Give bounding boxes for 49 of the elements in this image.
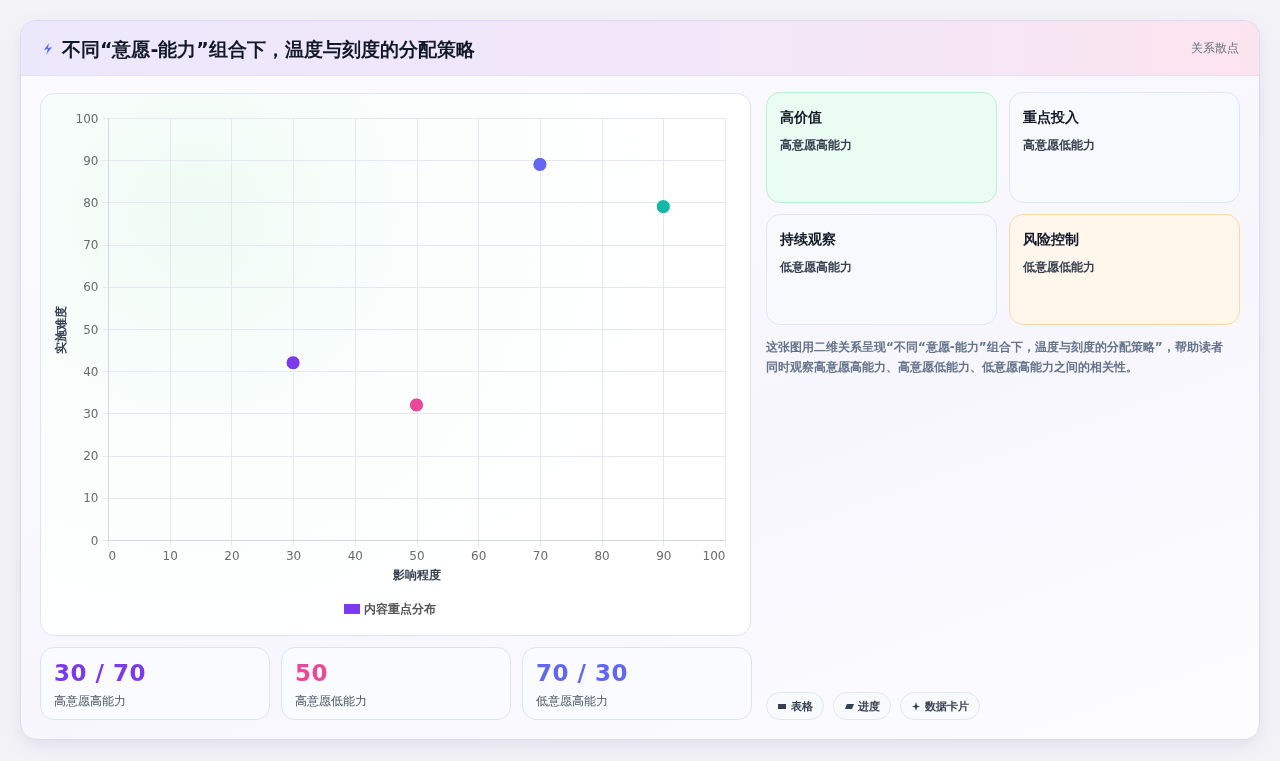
- point: [532, 156, 548, 172]
- y-tick-label: 10: [83, 491, 99, 506]
- text: 高价值: [780, 109, 822, 127]
- text: 风险控制: [1023, 231, 1079, 249]
- x-tick-label: 20: [224, 548, 240, 563]
- y-tick-label: 80: [83, 195, 99, 210]
- text: 数据卡片: [925, 698, 969, 714]
- x-tick-label: 80: [594, 548, 610, 563]
- x-tick-label: 0: [108, 548, 117, 563]
- y-tick-label: 30: [83, 406, 99, 421]
- x-tick-label: 50: [409, 548, 425, 563]
- x-tick-label: 40: [347, 548, 363, 563]
- text: 高意愿高能力: [54, 693, 126, 710]
- y-tick-label: 100: [75, 111, 99, 126]
- y-tick-label: 40: [83, 364, 99, 379]
- y-tick-label: 90: [83, 153, 99, 168]
- text: 持续观察: [780, 231, 836, 249]
- y-tick-label: 60: [83, 280, 99, 295]
- x-tick-label: 70: [532, 548, 549, 563]
- text: 重点投入: [1023, 109, 1079, 127]
- text: 低意愿低能力: [1023, 259, 1095, 276]
- x-tick-label: 10: [162, 548, 178, 563]
- text: 关系散点: [1191, 40, 1239, 56]
- point: [655, 199, 671, 215]
- y-tick-label: 70: [83, 238, 99, 253]
- y-tick-label: 20: [83, 449, 99, 464]
- text: 低意愿高能力: [536, 693, 608, 710]
- text: 表格: [791, 698, 813, 714]
- y-tick-label: 50: [83, 322, 99, 337]
- text: 高意愿低能力: [295, 693, 367, 710]
- point: [408, 397, 425, 413]
- text: 进度: [858, 698, 880, 714]
- x-axis-title: 影响程度: [392, 567, 441, 582]
- text: 低意愿高能力: [780, 259, 852, 276]
- x-tick-label: 90: [656, 548, 672, 563]
- text: 70 / 30: [536, 660, 628, 686]
- text: 高意愿高能力: [780, 137, 852, 154]
- point: [285, 355, 301, 371]
- legend-label: 内容重点分布: [364, 602, 436, 616]
- x-tick-label: 100: [702, 548, 726, 563]
- text: 50: [295, 660, 329, 686]
- y-axis-title: 实施难度: [53, 305, 68, 354]
- x-tick-label: 60: [471, 548, 487, 563]
- text: 高意愿低能力: [1023, 137, 1095, 154]
- text: 这张图用二维关系呈现“不同“意愿-能力”组合下，温度与刻度的分配策略”，帮助读者同时观察高意愿高能力、高意愿低能力、低意愿高能力之间的相关性。: [766, 339, 1224, 376]
- text: 不同“意愿-能力”组合下，温度与刻度的分配策略: [62, 37, 475, 62]
- x-tick-label: 30: [285, 548, 302, 563]
- y-tick-label: 0: [90, 533, 99, 548]
- text: 30 / 70: [54, 660, 146, 686]
